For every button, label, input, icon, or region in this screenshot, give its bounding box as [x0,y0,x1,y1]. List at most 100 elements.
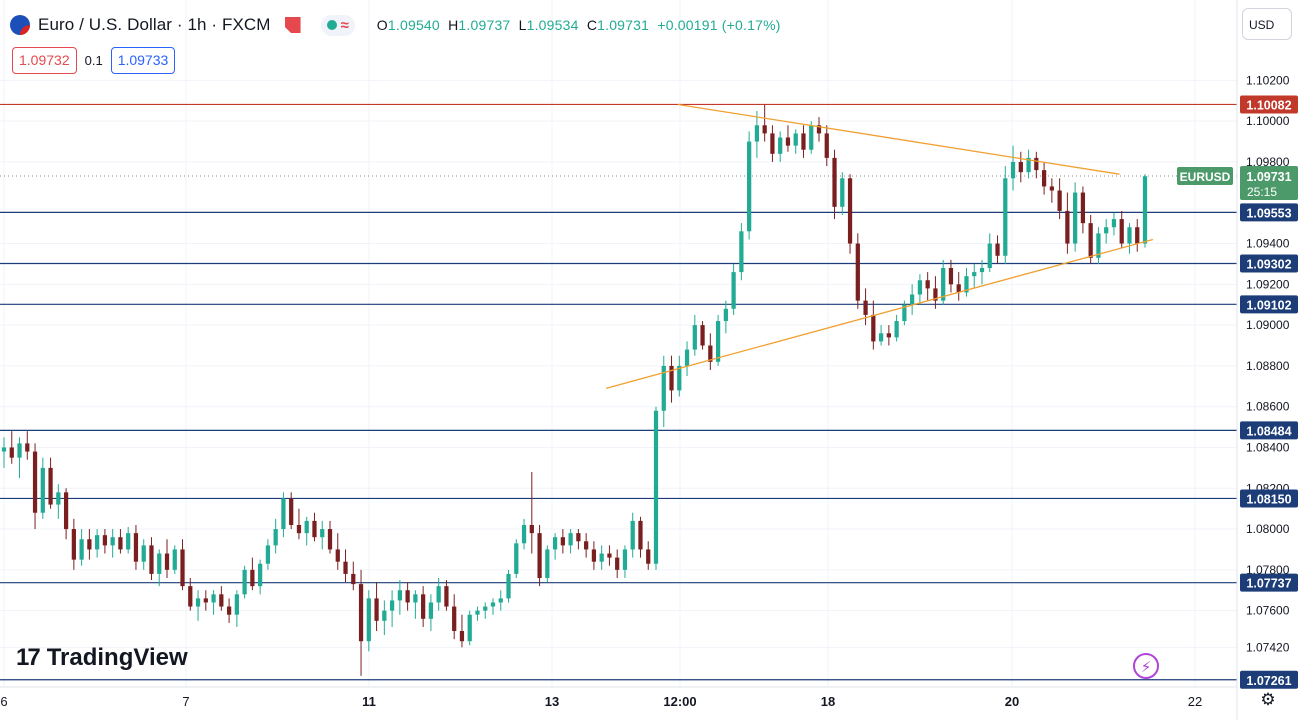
candle [700,321,705,350]
candle [320,520,325,550]
candle [584,533,589,558]
svg-text:1.08484: 1.08484 [1246,424,1291,438]
level-label-1.09302: 1.09302 [1240,254,1298,273]
tradingview-wordmark: TradingView [46,644,188,671]
candle [692,314,697,356]
wave-icon: ≈ [340,16,349,34]
candle [258,559,263,595]
candle [180,539,185,591]
svg-text:1.08150: 1.08150 [1246,492,1291,506]
candle [723,300,728,334]
candle [669,355,674,403]
candle [397,580,402,615]
candle [149,537,154,581]
ohlc-readout: O1.09540 H1.09737 L1.09534 C1.09731 +0.0… [377,17,781,33]
ohlc-h-label: H [448,17,459,33]
svg-text:1.09553: 1.09553 [1246,206,1291,220]
candle [964,268,969,297]
horizontal-levels [0,103,1237,681]
candle [739,223,744,281]
time-tick-label: 12:00 [663,694,696,709]
level-label-1.10082: 1.10082 [1240,95,1298,114]
candle [653,406,659,570]
candle [17,437,22,479]
candle [452,594,457,640]
candle [801,125,806,158]
candle [956,272,961,301]
svg-text:1.09102: 1.09102 [1246,298,1291,312]
candle [335,533,340,570]
candle [1065,192,1070,254]
candle [110,529,115,558]
candle [622,545,628,578]
time-tick-label: 13 [545,694,559,709]
ohlc-l-label: L [518,17,527,33]
candle [211,590,216,615]
candle [71,518,76,570]
candle [242,565,247,599]
candle [1049,178,1054,203]
candle [731,263,736,315]
candle [265,539,271,570]
candle [552,533,558,560]
price-tick-label: 1.09400 [1246,237,1290,251]
price-tick-label: 1.07420 [1246,640,1290,654]
candle [1104,219,1109,244]
candle [607,545,612,566]
candle [1010,145,1016,191]
price-tick-label: 1.09800 [1246,155,1290,169]
candle [421,586,426,627]
candle [1018,151,1023,183]
candle [366,590,371,652]
candle [498,590,503,611]
time-axis[interactable]: 6 7 11 13 12:00 18 20 22 [0,694,1202,709]
candle [374,582,379,632]
candle [863,288,868,326]
bar-countdown: 25:15 [1247,185,1277,199]
svg-text:1.07737: 1.07737 [1246,577,1291,591]
price-axis[interactable]: 1.10200 1.10000 1.09800 1.09400 1.09200 1.090… [1246,73,1290,654]
market-status[interactable]: ≈ [320,14,355,36]
candle [948,259,954,293]
tradingview-logo[interactable]: 17 TradingView [16,644,188,672]
buy-price-button[interactable]: 1.09733 [110,47,176,74]
candle [172,545,177,574]
ohlc-o-label: O [376,17,388,33]
candle [1119,210,1124,248]
candle [576,529,581,550]
candle [1,437,7,468]
level-label-1.09553: 1.09553 [1240,203,1298,222]
trendlines [605,103,1154,389]
candle [304,516,309,546]
candle [475,606,480,621]
symbol-header: Euro / U.S. Dollar · 1h · FXCM ≈ O1.0954… [10,10,781,40]
candle [878,325,884,346]
trendline-upper[interactable] [677,103,1120,175]
candle [708,333,713,370]
price-tick-label: 1.09200 [1246,277,1290,291]
candle [226,598,232,623]
time-tick-label: 6 [0,694,7,709]
candle [785,125,791,152]
candle [459,614,465,648]
candle [25,431,30,460]
sell-price-button[interactable]: 1.09732 [12,47,77,74]
lightning-icon[interactable]: ⚡ [1133,653,1159,679]
candle [832,149,837,220]
time-tick-label: 18 [821,694,835,709]
symbol-title[interactable]: Euro / U.S. Dollar · 1h · FXCM [38,15,271,34]
candle [296,508,302,540]
candle [327,520,333,554]
currency-selector[interactable]: USD [1242,8,1292,40]
candle [987,233,992,273]
price-tick-label: 1.08600 [1246,400,1290,414]
candle [133,524,139,570]
candle [646,541,651,570]
candle [933,276,938,309]
candle [979,259,985,285]
trendline-lower[interactable] [605,238,1154,389]
candle [436,577,441,611]
settings-gear-icon[interactable]: ⚙ [1260,690,1276,709]
candle [203,590,208,611]
